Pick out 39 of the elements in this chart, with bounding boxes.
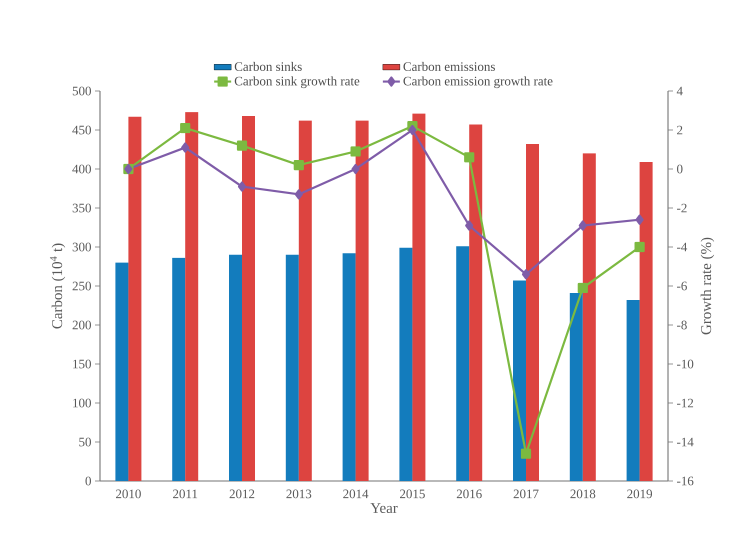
y-tick-label: 150 bbox=[73, 360, 91, 368]
y-tick-label: 350 bbox=[72, 204, 91, 212]
y2-tick-label: 2 bbox=[677, 126, 682, 134]
legend-label: Carbon emissions bbox=[403, 62, 495, 71]
y2-tick-label: 0 bbox=[677, 164, 683, 174]
y2-tick-label: -14 bbox=[677, 438, 694, 446]
y2-tick-label: 4 bbox=[676, 86, 683, 96]
y-tick-label: 300 bbox=[72, 242, 91, 252]
legend-label: Carbon sink growth rate bbox=[234, 76, 360, 88]
y-tick-label: 100 bbox=[73, 398, 91, 408]
legend-label: Carbon sinks bbox=[234, 62, 302, 71]
y2-tick-label: -16 bbox=[677, 476, 694, 486]
y2-axis-title: Growth rate (%) bbox=[700, 238, 714, 334]
y2-tick-label: -10 bbox=[677, 360, 694, 368]
y2-tick-label: -6 bbox=[677, 282, 687, 290]
x-tick-label: 2017 bbox=[514, 490, 539, 498]
x-tick-label: 2018 bbox=[570, 490, 596, 498]
y-tick-label: 500 bbox=[72, 86, 91, 96]
y2-tick-label: -2 bbox=[677, 204, 687, 212]
y-axis-title: Carbon (10$^{4}$ t) bbox=[50, 244, 66, 329]
y-tick-label: 400 bbox=[72, 164, 91, 174]
y-tick-label: 450 bbox=[72, 126, 91, 134]
x-axis-title: Year bbox=[370, 503, 398, 514]
x-tick-label: 2010 bbox=[116, 490, 141, 498]
y2-tick-label: -12 bbox=[677, 398, 694, 408]
y-tick-label: 200 bbox=[72, 320, 91, 330]
legend-label: Carbon emission growth rate bbox=[403, 76, 553, 88]
x-tick-label: 2016 bbox=[456, 490, 482, 498]
x-tick-label: 2015 bbox=[400, 490, 425, 498]
x-tick-label: 2012 bbox=[230, 490, 254, 498]
y2-tick-label: -4 bbox=[677, 242, 688, 252]
y-tick-label: 50 bbox=[79, 438, 91, 446]
y-tick-label: 250 bbox=[72, 282, 91, 290]
x-tick-label: 2019 bbox=[627, 490, 652, 498]
x-tick-label: 2013 bbox=[286, 490, 312, 498]
y-tick-label: 0 bbox=[86, 476, 91, 486]
y2-tick-label: -8 bbox=[677, 320, 687, 330]
x-tick-label: 2011 bbox=[173, 490, 198, 498]
x-tick-label: 2014 bbox=[343, 490, 368, 498]
